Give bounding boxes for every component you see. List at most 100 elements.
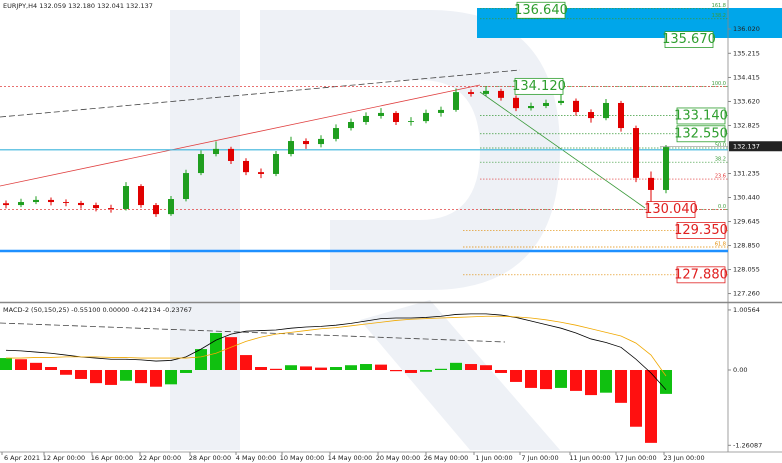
current-price-box: [729, 141, 782, 152]
histogram-bar: [420, 369, 432, 372]
x-tick-label: 1 Jun 00:00: [475, 454, 512, 462]
histogram-bar: [15, 359, 27, 370]
macd-line: [6, 315, 667, 377]
price-callout-box: [676, 107, 726, 125]
candle-body: [198, 154, 204, 174]
fib-label: 138.2: [712, 13, 726, 19]
candle-body: [33, 199, 39, 203]
price-callout: 129.350: [674, 223, 728, 238]
x-tick-label: 22 Apr 00:00: [139, 454, 181, 462]
candle-body: [468, 92, 474, 94]
candle-body: [273, 154, 279, 174]
trend-line: [0, 69, 521, 118]
candle-body: [153, 205, 159, 215]
histogram-bar: [525, 369, 537, 388]
price-callout-box: [676, 125, 726, 143]
histogram-bar: [0, 358, 12, 370]
candle-body: [483, 90, 489, 94]
candle-body: [348, 122, 354, 129]
histogram-bar: [645, 369, 657, 443]
candle-body: [363, 115, 369, 123]
candle-body: [663, 147, 669, 190]
watermark: [170, 10, 560, 450]
candle-body: [303, 141, 309, 145]
candle-body: [48, 199, 54, 203]
histogram-bar: [510, 369, 522, 382]
histogram-bar: [180, 369, 192, 373]
histogram-bar: [105, 369, 117, 385]
price-callout-box: [676, 266, 726, 284]
y-tick-label: -1.26087: [733, 441, 762, 449]
histogram-bar: [330, 367, 342, 370]
histogram-bar: [480, 365, 492, 370]
price-callout-box: [664, 31, 714, 48]
histogram-bar: [660, 369, 672, 394]
histogram-bar: [600, 369, 612, 393]
histogram-bar: [390, 369, 402, 372]
histogram-bar: [30, 362, 42, 370]
histogram-bar: [630, 369, 642, 427]
histogram-bar: [345, 365, 357, 370]
histogram-bar: [495, 369, 507, 373]
histogram-bar: [540, 369, 552, 390]
y-tick-label: 128.850: [733, 242, 760, 250]
fib-label: 61.8: [715, 242, 726, 248]
histogram-bar: [300, 366, 312, 370]
histogram-bar: [570, 369, 582, 391]
price-callout: 130.040: [644, 202, 698, 217]
histogram-bar: [195, 349, 207, 370]
candle-body: [498, 90, 504, 98]
histogram-bar: [75, 369, 87, 379]
candle-body: [318, 138, 324, 145]
y-tick-label: 1.00564: [733, 306, 760, 314]
candle-body: [138, 186, 144, 206]
candle-body: [288, 141, 294, 155]
histogram-bar: [615, 369, 627, 403]
candle-body: [378, 112, 384, 116]
fib-label: 0.0: [718, 204, 726, 210]
candle-body: [438, 109, 444, 113]
histogram-bar: [450, 362, 462, 370]
price-callout-box: [514, 77, 564, 95]
y-tick-label: 130.440: [733, 194, 760, 202]
candle-body: [228, 148, 234, 161]
histogram-bar: [375, 364, 387, 370]
x-tick-label: 20 May 00:00: [376, 454, 421, 462]
x-tick-label: 12 Apr 00:00: [43, 454, 85, 462]
histogram-bar: [270, 368, 282, 370]
histogram-bar: [465, 364, 477, 370]
histogram-bar: [555, 369, 567, 388]
candle-body: [543, 102, 549, 107]
histogram-bar: [255, 367, 267, 370]
price-callout-box: [676, 222, 726, 239]
x-tick-label: 6 Apr 2021: [4, 454, 40, 462]
candle-body: [408, 121, 414, 123]
candle-body: [258, 172, 264, 174]
candle-body: [3, 203, 9, 206]
trend-line: [0, 84, 481, 187]
x-tick-label: 17 Jun 00:00: [615, 454, 656, 462]
price-callout: 132.550: [674, 126, 728, 141]
price-callout: 135.670: [662, 32, 716, 47]
macd-header: MACD-2 (50,150,25) -0.55100 0.00000 -0.4…: [3, 306, 192, 314]
candle-body: [633, 128, 639, 178]
candle-body: [453, 92, 459, 110]
x-tick-label: 4 May 00:00: [236, 454, 276, 462]
y-tick-label: 135.215: [733, 49, 760, 57]
histogram-bar: [240, 355, 252, 370]
histogram-bar: [315, 367, 327, 370]
candle-body: [528, 106, 534, 109]
candle-body: [243, 160, 249, 173]
price-callout: 133.140: [674, 108, 728, 123]
y-tick-label: 134.415: [733, 73, 760, 81]
y-tick-label: 129.645: [733, 218, 760, 226]
x-tick-label: 26 May 00:00: [424, 454, 469, 462]
candle-body: [108, 208, 114, 209]
x-tick-label: 7 Jun 00:00: [521, 454, 558, 462]
macd-line: [5, 313, 667, 390]
fib-label: 50.0: [715, 142, 726, 148]
x-tick-label: 14 May 00:00: [328, 454, 373, 462]
histogram-bar: [90, 369, 102, 384]
fib-label: 161.8: [712, 3, 726, 9]
x-tick-label: 28 Apr 00:00: [189, 454, 231, 462]
